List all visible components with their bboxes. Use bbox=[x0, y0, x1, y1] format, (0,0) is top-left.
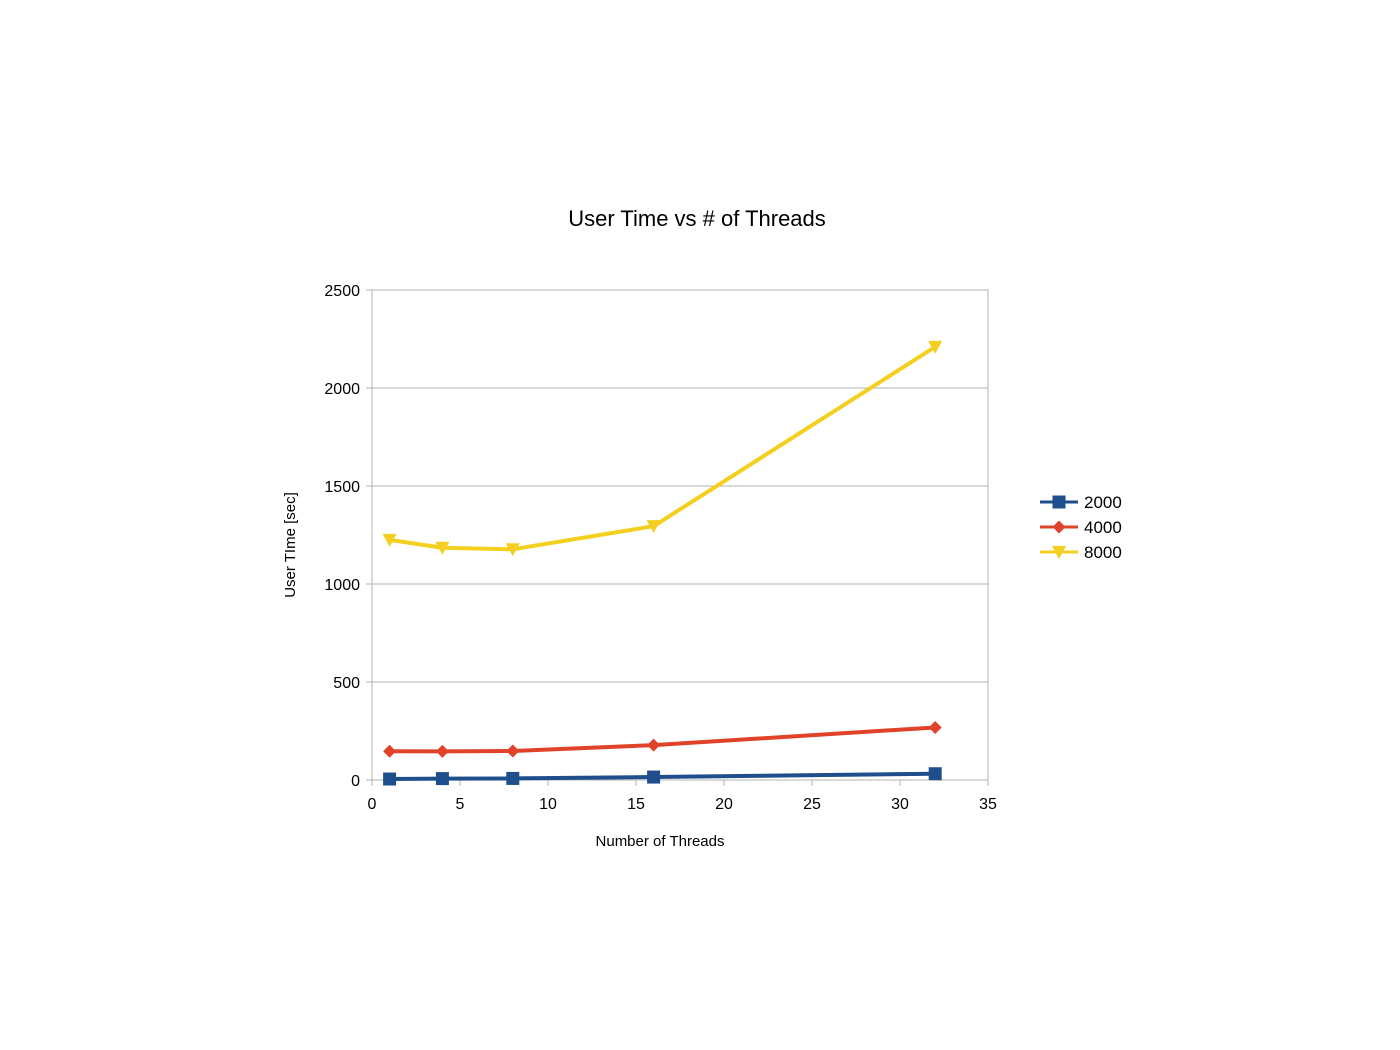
data-point-4000 bbox=[647, 738, 661, 752]
data-point-2000 bbox=[506, 771, 520, 785]
y-tick-label: 1500 bbox=[324, 479, 360, 496]
y-tick-label: 2500 bbox=[324, 283, 360, 300]
x-tick-label: 30 bbox=[891, 796, 909, 813]
data-point-8000 bbox=[646, 520, 661, 534]
y-axis-ticks: 0 500 1000 1500 2000 2500 bbox=[324, 283, 372, 790]
legend-marker bbox=[1052, 495, 1066, 509]
x-tick-label: 0 bbox=[368, 796, 377, 813]
series-line-2000 bbox=[387, 771, 938, 782]
series-2000 bbox=[383, 767, 942, 786]
legend-label: 8000 bbox=[1084, 543, 1122, 562]
legend-label: 2000 bbox=[1084, 493, 1122, 512]
y-axis-title: User TIme [sec] bbox=[282, 492, 299, 598]
legend-label: 4000 bbox=[1084, 518, 1122, 537]
data-point-8000 bbox=[505, 543, 520, 557]
y-tick-label: 0 bbox=[351, 773, 360, 790]
data-point-2000 bbox=[928, 767, 942, 781]
y-tick-label: 500 bbox=[333, 675, 360, 692]
series-8000 bbox=[382, 340, 943, 557]
x-tick-label: 25 bbox=[803, 796, 821, 813]
x-tick-label: 20 bbox=[715, 796, 733, 813]
plot-area bbox=[371, 289, 989, 781]
x-tick-label: 5 bbox=[456, 796, 465, 813]
legend-marker bbox=[1052, 520, 1066, 534]
data-point-8000 bbox=[382, 533, 397, 547]
x-axis-ticks: 0 5 10 15 20 25 30 35 bbox=[368, 780, 997, 813]
grid-lines bbox=[372, 289, 988, 781]
data-point-2000 bbox=[383, 772, 397, 786]
x-axis-title: Number of Threads bbox=[596, 833, 725, 850]
series-line-4000 bbox=[387, 725, 938, 754]
x-tick-label: 10 bbox=[539, 796, 557, 813]
series-layer bbox=[382, 340, 943, 786]
legend-item-2000: 2000 bbox=[1040, 493, 1122, 512]
data-point-4000 bbox=[506, 744, 520, 758]
data-point-4000 bbox=[383, 744, 397, 758]
data-point-2000 bbox=[435, 772, 449, 786]
legend-marker bbox=[1052, 546, 1066, 559]
x-tick-label: 15 bbox=[627, 796, 645, 813]
chart-title: User Time vs # of Threads bbox=[568, 206, 826, 231]
y-tick-label: 1000 bbox=[324, 577, 360, 594]
y-tick-label: 2000 bbox=[324, 381, 360, 398]
data-point-4000 bbox=[928, 720, 942, 734]
legend-item-4000: 4000 bbox=[1040, 518, 1122, 537]
series-line-8000 bbox=[387, 344, 938, 552]
data-point-4000 bbox=[435, 744, 449, 758]
x-tick-label: 35 bbox=[979, 796, 997, 813]
data-point-8000 bbox=[928, 340, 943, 354]
legend: 2000 4000 8000 bbox=[1040, 493, 1122, 562]
data-point-8000 bbox=[435, 541, 450, 555]
series-4000 bbox=[383, 720, 942, 758]
legend-item-8000: 8000 bbox=[1040, 543, 1122, 562]
data-point-2000 bbox=[647, 770, 661, 784]
